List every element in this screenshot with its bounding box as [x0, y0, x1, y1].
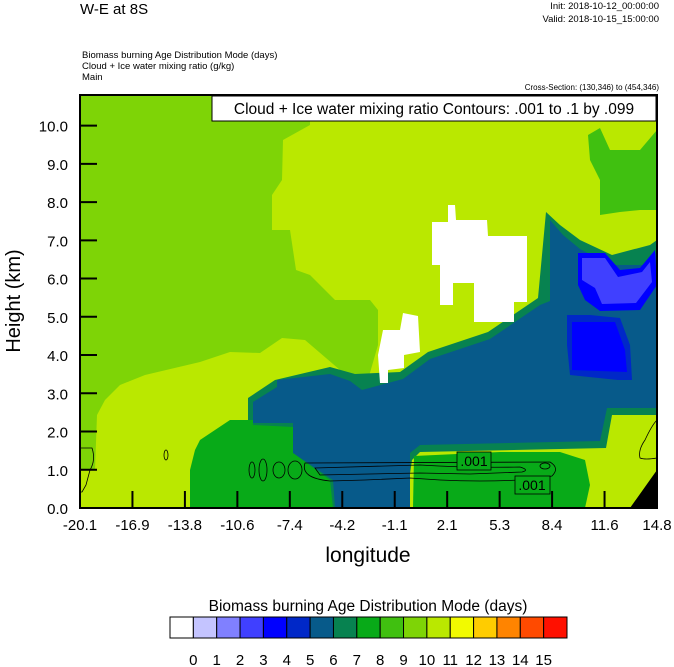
- field-level-8-left: [190, 420, 333, 508]
- colorbar-title: Biomass burning Age Distribution Mode (d…: [209, 598, 528, 615]
- field-level-3-patch: [582, 258, 652, 304]
- y-tick-label: 9.0: [47, 157, 68, 174]
- x-tick-label: 14.8: [642, 517, 671, 534]
- colorbar-level-label: 13: [489, 652, 506, 667]
- contour-line: [303, 461, 556, 482]
- colorbar-swatch: [216, 616, 241, 639]
- colorbar-swatch: [449, 616, 475, 639]
- cloud-white-large: [432, 205, 527, 322]
- colorbar-level-label: 6: [329, 652, 337, 667]
- init-time: Init: 2018-10-12_00:00:00: [550, 1, 659, 12]
- y-tick-label: 0.0: [47, 501, 68, 518]
- cross-section-label: Cross-Section: (130,346) to (454,346): [524, 83, 659, 92]
- contour-line: [163, 449, 169, 461]
- colorbar-swatch: [379, 616, 405, 639]
- colorbar-level-label: 9: [399, 652, 407, 667]
- colorbar-swatch: [192, 616, 218, 639]
- y-tick-label: 7.0: [47, 233, 68, 250]
- contour-label-box: [514, 475, 551, 495]
- y-tick-label: 8.0: [47, 195, 68, 212]
- terrain-mask: [630, 470, 657, 508]
- colorbar-swatch: [473, 616, 498, 639]
- colorbar-swatch: [169, 616, 194, 639]
- contour-label: .001: [518, 477, 545, 493]
- field-label-cloud: Cloud + Ice water mixing ratio (g/kg): [82, 61, 235, 72]
- colorbar-level-label: 8: [376, 652, 384, 667]
- y-tick-label: 1.0: [47, 463, 68, 480]
- colorbar-swatch: [286, 616, 311, 639]
- overlay-label: Cloud + Ice water mixing ratio Contours:…: [234, 101, 634, 118]
- colorbar-swatch: [239, 616, 264, 639]
- filled-field: [80, 95, 657, 508]
- cloud-white-small: [378, 313, 420, 383]
- colorbar-level-label: 4: [283, 652, 291, 667]
- contour-line: [272, 461, 286, 479]
- contour-line: [314, 464, 526, 476]
- colorbar: 0 1 2 3 4 5 6 7 8 9 10 11 12 13 14 15: [169, 616, 568, 667]
- colorbar-level-label: 12: [465, 652, 482, 667]
- x-tick-label: -10.6: [220, 517, 254, 534]
- contour-label-box: [456, 451, 492, 471]
- colorbar-level-label: 1: [213, 652, 221, 667]
- colorbar-swatch: [309, 616, 334, 639]
- colorbar-level-label: 10: [419, 652, 436, 667]
- colorbar-swatch: [403, 616, 428, 639]
- field-label-age: Biomass burning Age Distribution Mode (d…: [82, 50, 278, 61]
- cloud-contours: .001 .001: [80, 419, 658, 495]
- plot-title: W-E at 8S: [80, 1, 149, 18]
- y-tick-label: 10.0: [39, 119, 68, 136]
- x-tick-label: -1.1: [382, 517, 408, 534]
- contour-line: [248, 461, 256, 479]
- x-tick-label: -13.8: [168, 517, 202, 534]
- colorbar-level-label: 5: [306, 652, 314, 667]
- colorbar-swatch: [496, 616, 521, 639]
- colorbar-level-label: 15: [535, 652, 552, 667]
- contour-label: .001: [460, 453, 487, 469]
- y-tick-label: 3.0: [47, 386, 68, 403]
- overlay-label-box: [211, 95, 657, 122]
- field-level-9-topright: [588, 128, 657, 215]
- field-label-main: Main: [82, 72, 103, 83]
- colorbar-level-label: 3: [259, 652, 267, 667]
- contour-line: [539, 462, 551, 470]
- x-tick-label: 11.6: [590, 517, 618, 534]
- x-tick-label: 8.4: [542, 517, 563, 534]
- colorbar-level-label: 0: [189, 652, 197, 667]
- field-level-10-left: [80, 95, 378, 470]
- y-tick-label: 6.0: [47, 272, 68, 289]
- field-level-6-band: [253, 220, 657, 508]
- y-axis-title: Height (km): [3, 249, 25, 352]
- contour-line: [258, 458, 268, 482]
- colorbar-level-label: 2: [236, 652, 244, 667]
- contour-line: [287, 460, 303, 480]
- colorbar-swatch: [332, 616, 358, 639]
- colorbar-level-label: 7: [353, 652, 361, 667]
- x-tick-label: 5.3: [489, 517, 510, 534]
- valid-time: Valid: 2018-10-15_15:00:00: [542, 14, 659, 25]
- field-level-4-patch-low: [572, 322, 627, 372]
- y-axis: 0.0 1.0 2.0 3.0 4.0 5.0 6.0 7.0 8.0 9.0 10.0: [39, 119, 97, 518]
- x-tick-label: -16.9: [115, 517, 149, 534]
- plot-frame: [79, 94, 658, 509]
- colorbar-swatch: [262, 616, 288, 639]
- contour-line: [639, 419, 658, 460]
- x-tick-label: 2.1: [437, 517, 458, 534]
- x-axis-title: longitude: [325, 544, 410, 567]
- y-tick-label: 4.0: [47, 348, 68, 365]
- colorbar-level-label: 11: [442, 652, 458, 667]
- colorbar-level-label: 14: [512, 652, 529, 667]
- x-axis: -20.1 -16.9 -13.8 -10.6 -7.4 -4.2 -1.1 2.1 5.3 8.…: [63, 491, 672, 534]
- x-tick-label: -7.4: [277, 517, 303, 534]
- colorbar-swatch: [543, 616, 568, 639]
- x-tick-label: -20.1: [63, 517, 97, 534]
- contour-line: [80, 447, 94, 493]
- colorbar-swatch: [356, 616, 381, 639]
- y-tick-label: 2.0: [47, 425, 68, 442]
- x-tick-label: -4.2: [329, 517, 355, 534]
- y-tick-label: 5.0: [47, 310, 68, 327]
- colorbar-swatch: [519, 616, 545, 639]
- colorbar-swatch: [426, 616, 451, 639]
